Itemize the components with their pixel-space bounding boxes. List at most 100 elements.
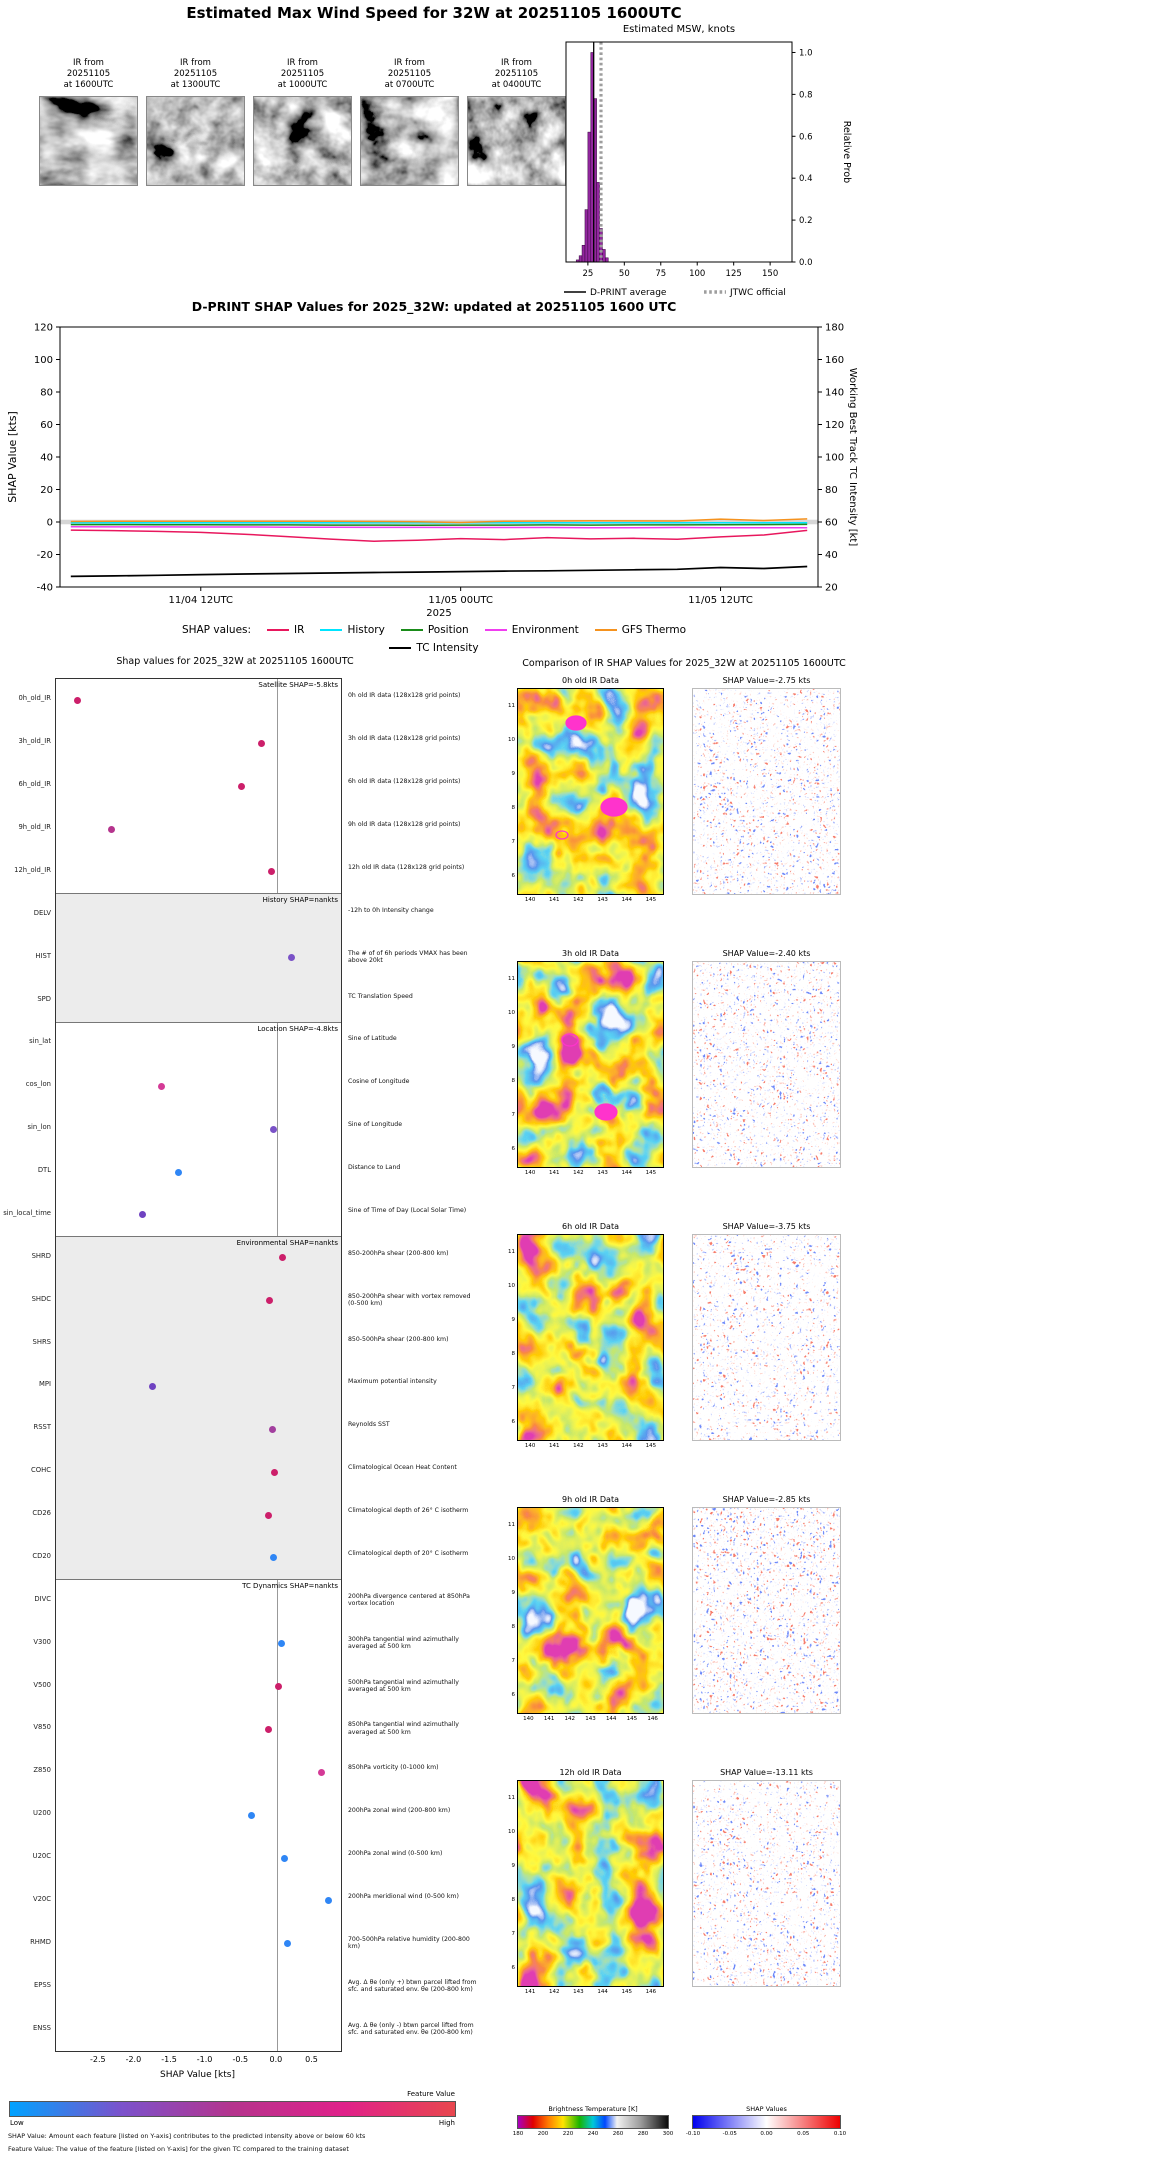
- ir-thumbnail: IR from 20251105 at 1000UTC: [253, 58, 352, 186]
- dotplot-xlabel: SHAP Value [kts]: [160, 2070, 235, 2080]
- shap-timeseries-panel: D-PRINT SHAP Values for 2025_32W: update…: [0, 299, 868, 654]
- y-tick-label-left: 80: [40, 388, 53, 399]
- ir-data-image: [517, 1234, 664, 1441]
- ir-thumbnail: IR from 20251105 at 0400UTC: [467, 58, 566, 186]
- left-ylabel: SHAP Value [kts]: [6, 411, 19, 503]
- x-tick-label: 141: [549, 1170, 560, 1176]
- y-tick-label: 7: [511, 1112, 516, 1119]
- x-tick-label: 25: [582, 269, 593, 279]
- feature-description: 500hPa tangential wind azimuthally avera…: [348, 1678, 459, 1694]
- thumbnail-label-line: 20251105: [66, 69, 111, 79]
- feature-description: 850hPa tangential wind azimuthally avera…: [348, 1721, 459, 1736]
- bt-colorbar-label: Brightness Temperature [K]: [548, 2105, 638, 2113]
- y-tick-label-right: 40: [825, 550, 838, 561]
- y-tick-label-left: -20: [37, 550, 53, 561]
- x-tick-label: 141: [543, 1716, 555, 1722]
- x-tick-label: 140: [524, 1443, 536, 1449]
- x-tick-label: 144: [621, 897, 633, 903]
- y-tick-label: 9: [511, 1043, 516, 1050]
- shap-dot: [158, 1082, 165, 1090]
- legend-label: JTWC official: [729, 288, 786, 298]
- shap-dot: [269, 1425, 277, 1433]
- feature-label: MPI: [39, 1380, 51, 1389]
- feature-description: 0h old IR data (128x128 grid points): [348, 692, 461, 700]
- y-tick-label-left: 60: [40, 420, 53, 431]
- shap-timeseries-chart: -40 -20 0 20 40 60 80 100 120 20 40 60 80 100 120 140 16…: [6, 323, 858, 620]
- x-tick-label: -2.5: [89, 2055, 106, 2064]
- y-tick-label-left: 20: [40, 485, 53, 496]
- y-tick-label: 10: [508, 1828, 515, 1835]
- y-tick-label: 6: [511, 1965, 516, 1972]
- feature-description: Reynolds SST: [348, 1421, 390, 1429]
- legend-label: GFS Thermo: [621, 624, 687, 636]
- thumbnail-label-line: IR from: [180, 58, 211, 68]
- feature-label: V300: [33, 1637, 51, 1646]
- feature-description: Climatological depth of 20° C isotherm: [348, 1549, 469, 1557]
- histogram-ylabel: Relative Prob: [841, 121, 852, 183]
- y-tick-label: 7: [511, 839, 516, 846]
- feature-description: 12h old IR data (128x128 grid points): [348, 863, 465, 871]
- x-tick-label: 11/04 12UTC: [168, 595, 233, 606]
- shap-value-title: SHAP Value=-2.75 kts: [722, 676, 811, 685]
- y-tick-label: 7: [511, 1931, 516, 1938]
- feature-label: EPSS: [33, 1980, 51, 1989]
- colorbar-low-label: Low: [10, 2119, 24, 2127]
- y-tick-label-right: 100: [825, 453, 844, 464]
- ir-satellite-image: [39, 96, 138, 186]
- shap-value-image: [692, 1507, 841, 1714]
- x-tick-label: 0.0: [269, 2055, 283, 2064]
- histogram-bar: [602, 249, 606, 263]
- feature-label: sin_local_time: [3, 1208, 51, 1217]
- feature-label: DELV: [33, 908, 51, 917]
- shap-colorbar-label: SHAP Values: [746, 2105, 787, 2113]
- x-tick-label: 0.5: [305, 2055, 318, 2064]
- dotplot-group: TC Dynamics SHAP=nankts: [56, 1579, 341, 2052]
- y-tick-label-left: 40: [40, 453, 53, 464]
- x-tick-label: 140: [524, 897, 536, 903]
- ir-data-image: [517, 1780, 664, 1987]
- x-tick-label: 145: [645, 1170, 657, 1176]
- x-tick-label: 141: [549, 1443, 560, 1449]
- x-tick-label: 50: [619, 269, 630, 279]
- ir-data-title: 0h old IR Data: [561, 676, 619, 685]
- timeseries-legend-row2: TC Intensity: [0, 639, 868, 657]
- ir-satellite-image: [360, 96, 459, 186]
- x-tick-label: 143: [597, 897, 608, 903]
- shap-tick-label: 0.00: [760, 2131, 773, 2137]
- feature-label: RHMD: [30, 1937, 51, 1946]
- ir-data-title: 9h old IR Data: [561, 1495, 619, 1504]
- feature-label: SPD: [37, 994, 51, 1003]
- histogram-bar: [587, 131, 592, 263]
- x-tick-label: 143: [597, 1170, 608, 1176]
- legend-swatch: [594, 629, 617, 631]
- y-tick-label: 6: [511, 1146, 516, 1153]
- y-tick-label-left: 0: [47, 518, 53, 529]
- feature-description: 3h old IR data (128x128 grid points): [348, 735, 461, 743]
- x-axis-year-label: 2025: [426, 608, 451, 617]
- histogram-bar: [605, 257, 609, 263]
- ir-thumbnail-label: IR from 20251105 at 1300UTC: [147, 58, 244, 91]
- shap-dot: [267, 868, 275, 876]
- x-tick-label: 146: [647, 1716, 658, 1722]
- feature-label: V500: [33, 1680, 51, 1689]
- thumbnail-label-line: at 1300UTC: [170, 80, 221, 90]
- y-tick-label: 9: [511, 1589, 516, 1596]
- shap-dot: [248, 1811, 256, 1819]
- x-tick-label: 142: [573, 1170, 584, 1176]
- feature-label: sin_lat: [29, 1037, 51, 1046]
- shap-dot: [280, 1854, 288, 1862]
- dotplot-group-label: Satellite SHAP=-5.8kts: [258, 681, 338, 689]
- feature-label: DTL: [37, 1166, 51, 1175]
- y-tick-label-right: 80: [825, 485, 838, 496]
- x-tick-label: 11/05 12UTC: [688, 595, 753, 606]
- x-tick-label: 144: [621, 1443, 633, 1449]
- feature-description: 850-200hPa shear with vortex removed (0-…: [348, 1292, 471, 1308]
- series-tc-intensity: [70, 565, 808, 578]
- shap-dot: [73, 696, 81, 704]
- shap-dot: [324, 1897, 332, 1905]
- shap-dot: [274, 1683, 282, 1691]
- feature-description: 9h old IR data (128x128 grid points): [348, 821, 461, 829]
- x-tick-label: -1.0: [196, 2055, 213, 2064]
- x-tick-label: 125: [726, 269, 742, 279]
